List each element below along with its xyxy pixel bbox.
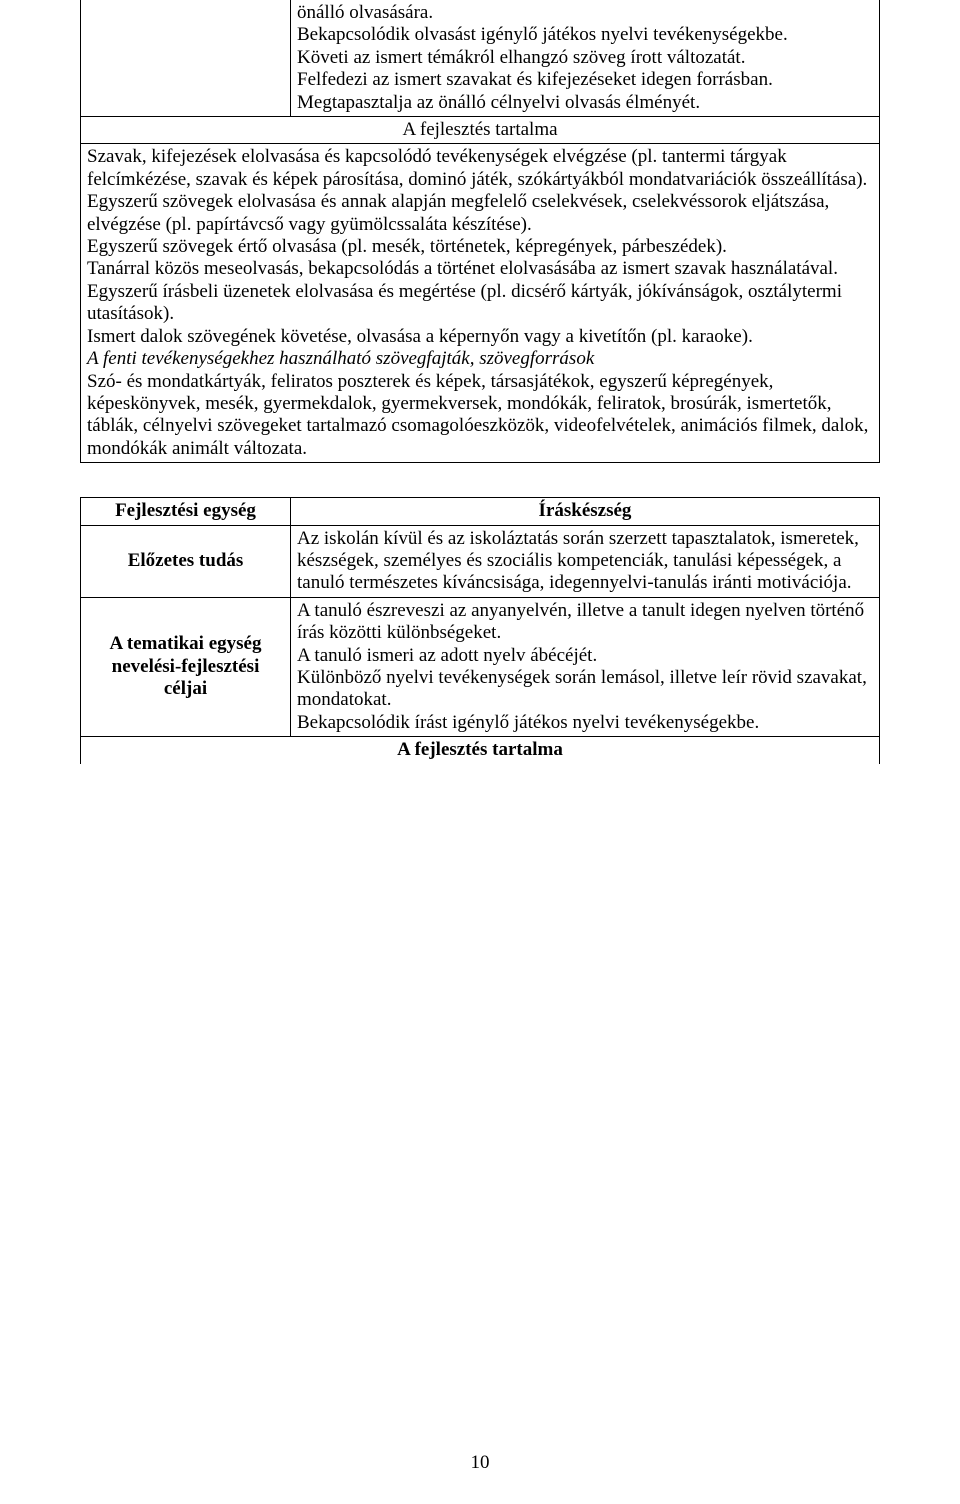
b2-dev-heading-cell: A fejlesztés tartalma (81, 737, 880, 764)
b1-body-4: Egyszerű írásbeli üzenetek elolvasása és… (87, 281, 873, 326)
block1-dev-heading-cell: A fejlesztés tartalma (81, 117, 880, 144)
b1-body-0: Szavak, kifejezések elolvasása és kapcso… (87, 146, 873, 191)
block1-top-cell: önálló olvasására. Bekapcsolódik olvasás… (291, 0, 880, 117)
block1-left-empty (81, 0, 291, 117)
b2-r3-right-1: A tanuló ismeri az adott nyelv ábécéjét. (297, 645, 873, 667)
b1-body-5: Ismert dalok szövegének követése, olvasá… (87, 326, 873, 348)
b2-r3-right-2: Különböző nyelvi tevékenységek során lem… (297, 667, 873, 712)
b2-dev-heading: A fejlesztés tartalma (397, 739, 563, 760)
block1-dev-heading: A fejlesztés tartalma (402, 119, 557, 140)
b2-r1-left: Fejlesztési egység (81, 498, 291, 525)
block1-body-cell: Szavak, kifejezések elolvasása és kapcso… (81, 144, 880, 463)
b1-italic: A fenti tevékenységekhez használható szö… (87, 348, 873, 370)
b1-line-4: Megtapasztalja az önálló célnyelvi olvas… (297, 92, 873, 114)
page: önálló olvasására. Bekapcsolódik olvasás… (0, 0, 960, 1504)
b1-body-3: Tanárral közös meseolvasás, bekapcsolódá… (87, 258, 873, 280)
block2-table: Fejlesztési egység Íráskészség Előzetes … (80, 497, 880, 763)
b1-line-1: Bekapcsolódik olvasást igénylő játékos n… (297, 24, 873, 46)
b2-r3-left-0: A tematikai egység (87, 633, 284, 655)
block1-table: önálló olvasására. Bekapcsolódik olvasás… (80, 0, 880, 463)
b2-r2-left: Előzetes tudás (81, 525, 291, 597)
b2-r3-left-2: céljai (87, 678, 284, 700)
spacer (80, 463, 880, 497)
b2-r3-left: A tematikai egység nevelési-fejlesztési … (81, 597, 291, 736)
b1-line-0: önálló olvasására. (297, 2, 873, 24)
b2-r3-right: A tanuló észreveszi az anyanyelvén, ille… (291, 597, 880, 736)
b2-r1-right: Íráskészség (291, 498, 880, 525)
b2-r3-right-0: A tanuló észreveszi az anyanyelvén, ille… (297, 600, 873, 645)
b1-body-1: Egyszerű szövegek elolvasása és annak al… (87, 191, 873, 236)
b2-r2-right: Az iskolán kívül és az iskoláztatás sorá… (291, 525, 880, 597)
b1-line-3: Felfedezi az ismert szavakat és kifejezé… (297, 69, 873, 91)
page-number: 10 (0, 1452, 960, 1474)
b1-line-2: Követi az ismert témákról elhangzó szöve… (297, 47, 873, 69)
b2-r3-left-1: nevelési-fejlesztési (87, 656, 284, 678)
b2-r3-right-3: Bekapcsolódik írást igénylő játékos nyel… (297, 712, 873, 734)
b1-tail: Szó- és mondatkártyák, feliratos poszter… (87, 371, 873, 461)
b1-body-2: Egyszerű szövegek értő olvasása (pl. mes… (87, 236, 873, 258)
